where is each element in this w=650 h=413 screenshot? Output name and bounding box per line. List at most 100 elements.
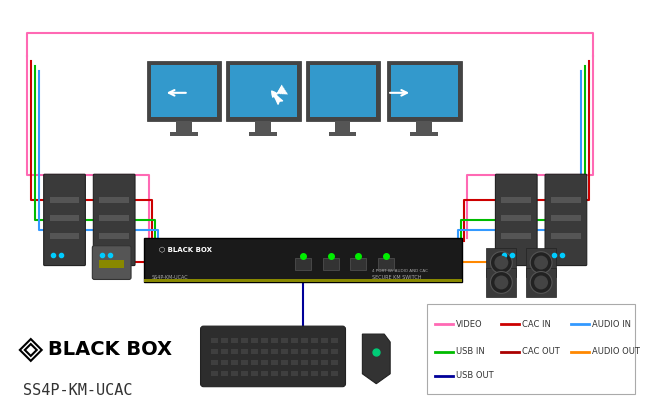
Bar	[526, 248, 556, 278]
Bar	[99, 260, 124, 268]
Bar	[329, 132, 356, 135]
Text: AUDIO OUT: AUDIO OUT	[592, 347, 640, 356]
Bar	[231, 371, 239, 376]
Circle shape	[530, 252, 552, 273]
Bar	[211, 371, 218, 376]
Polygon shape	[226, 61, 301, 121]
FancyBboxPatch shape	[495, 174, 537, 266]
Text: SS4P-KM-UCAC: SS4P-KM-UCAC	[152, 275, 188, 280]
Bar	[251, 338, 258, 343]
Bar	[291, 371, 298, 376]
Bar	[211, 360, 218, 365]
Bar	[261, 338, 268, 343]
Circle shape	[495, 256, 508, 270]
Bar	[255, 121, 271, 133]
Bar	[99, 215, 129, 221]
Polygon shape	[230, 65, 297, 116]
Bar	[251, 360, 258, 365]
Circle shape	[534, 275, 548, 290]
Text: 4 PORT W/ AUDIO AND CAC: 4 PORT W/ AUDIO AND CAC	[372, 268, 428, 273]
Bar	[320, 349, 328, 354]
Polygon shape	[387, 61, 462, 121]
Bar	[281, 371, 288, 376]
Polygon shape	[310, 65, 376, 116]
Bar	[322, 258, 339, 270]
Text: AUDIO IN: AUDIO IN	[592, 320, 630, 329]
Bar	[311, 371, 318, 376]
Bar	[416, 121, 432, 133]
FancyBboxPatch shape	[201, 326, 346, 387]
Bar	[241, 338, 248, 343]
Bar	[335, 121, 350, 133]
Bar	[331, 338, 337, 343]
Bar	[378, 258, 394, 270]
Bar	[49, 233, 79, 239]
Bar	[271, 338, 278, 343]
Bar	[49, 215, 79, 221]
Bar	[261, 371, 268, 376]
Bar	[427, 304, 636, 394]
Bar	[331, 349, 337, 354]
Bar	[261, 360, 268, 365]
Bar	[176, 121, 192, 133]
Text: ⬡ BLACK BOX: ⬡ BLACK BOX	[159, 247, 212, 253]
Bar	[222, 371, 228, 376]
Bar	[211, 338, 218, 343]
Bar	[311, 338, 318, 343]
Bar	[331, 371, 337, 376]
Bar	[251, 349, 258, 354]
Text: VIDEO: VIDEO	[456, 320, 482, 329]
Bar	[350, 258, 367, 270]
FancyBboxPatch shape	[44, 174, 85, 266]
Text: USB IN: USB IN	[456, 347, 484, 356]
Circle shape	[491, 252, 512, 273]
Text: BLACK BOX: BLACK BOX	[47, 340, 172, 359]
Bar	[331, 360, 337, 365]
Bar	[301, 349, 307, 354]
Bar	[211, 349, 218, 354]
Text: CAC IN: CAC IN	[522, 320, 551, 329]
Bar	[301, 360, 307, 365]
Bar	[311, 349, 318, 354]
Bar	[99, 197, 129, 203]
Bar	[271, 371, 278, 376]
Bar	[311, 360, 318, 365]
Bar	[241, 349, 248, 354]
Bar	[501, 233, 531, 239]
Bar	[501, 197, 531, 203]
Text: SS4P-KM-UCAC: SS4P-KM-UCAC	[23, 383, 133, 398]
FancyBboxPatch shape	[545, 174, 587, 266]
Bar	[320, 371, 328, 376]
Bar	[291, 349, 298, 354]
Polygon shape	[151, 65, 218, 116]
Bar	[281, 338, 288, 343]
Circle shape	[530, 271, 552, 293]
Text: SECURE KM SWITCH: SECURE KM SWITCH	[372, 275, 422, 280]
Bar	[222, 338, 228, 343]
Circle shape	[491, 271, 512, 293]
Bar	[281, 349, 288, 354]
Text: USB OUT: USB OUT	[456, 371, 493, 380]
Bar	[241, 360, 248, 365]
Bar	[551, 197, 581, 203]
Bar	[170, 132, 198, 135]
Polygon shape	[391, 65, 458, 116]
Bar	[231, 349, 239, 354]
Bar	[99, 233, 129, 239]
Bar	[526, 268, 556, 297]
Text: ▶: ▶	[275, 82, 291, 100]
Polygon shape	[306, 61, 380, 121]
Circle shape	[495, 275, 508, 290]
Bar	[251, 371, 258, 376]
Bar	[261, 349, 268, 354]
Bar	[241, 371, 248, 376]
Bar	[49, 197, 79, 203]
Bar	[291, 338, 298, 343]
Text: CAC OUT: CAC OUT	[522, 347, 560, 356]
Bar	[271, 349, 278, 354]
Polygon shape	[147, 61, 222, 121]
Bar	[231, 338, 239, 343]
Bar	[271, 360, 278, 365]
Bar	[551, 233, 581, 239]
Polygon shape	[363, 334, 390, 384]
